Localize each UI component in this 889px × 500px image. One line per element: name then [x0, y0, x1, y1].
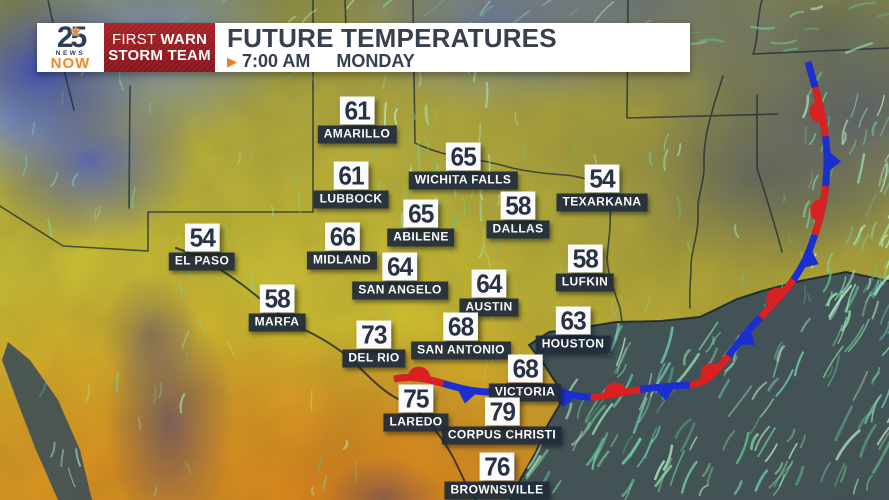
temperature-value: 54 — [184, 223, 220, 252]
temperature-value: 73 — [356, 320, 392, 349]
brand-first: FIRST — [111, 30, 157, 48]
brand-warn: WARN — [160, 30, 208, 48]
city-name: ABILENE — [387, 228, 455, 247]
temperature-value: 65 — [403, 199, 439, 228]
city-name: WICHITA FALLS — [408, 171, 518, 190]
city-label: 58 MARFA — [248, 284, 306, 332]
temperature-value: 63 — [555, 306, 591, 335]
header-banner: 25 ★ NEWS NOW FIRST WARN STORM TEAM FUTU… — [37, 20, 690, 72]
city-label: 76 BROWNSVILLE — [444, 452, 550, 500]
temperature-value: 64 — [382, 252, 418, 281]
storm-team-badge: FIRST WARN STORM TEAM — [104, 23, 215, 72]
temperature-value: 79 — [484, 397, 520, 426]
page-title: FUTURE TEMPERATURES — [227, 23, 557, 53]
city-name: LAREDO — [383, 413, 449, 432]
city-label: 68 SAN ANTONIO — [411, 312, 511, 360]
temperature-value: 65 — [445, 142, 481, 171]
city-name: LUBBOCK — [313, 190, 389, 209]
temperature-value: 66 — [324, 222, 360, 251]
city-label: 65 WICHITA FALLS — [408, 142, 518, 190]
logo-news: NEWS — [55, 49, 86, 57]
city-label: 64 AUSTIN — [459, 269, 519, 317]
city-label: 54 EL PASO — [168, 223, 236, 271]
city-label: 58 LUFKIN — [555, 244, 615, 292]
temperature-value: 68 — [443, 312, 479, 341]
temperature-value: 76 — [479, 452, 515, 481]
city-name: BROWNSVILLE — [444, 481, 550, 500]
city-name: TEXARKANA — [556, 193, 648, 212]
city-name: SAN ANTONIO — [411, 341, 511, 360]
city-label: 65 ABILENE — [387, 199, 455, 247]
city-label: 79 CORPUS CHRISTI — [441, 397, 563, 445]
city-label: 73 DEL RIO — [342, 320, 406, 368]
temperature-value: 58 — [259, 284, 295, 313]
city-name: CORPUS CHRISTI — [441, 426, 563, 445]
temperature-value: 75 — [398, 384, 434, 413]
temperature-value: 54 — [584, 164, 620, 193]
city-name: EL PASO — [168, 252, 236, 271]
logo-now: NOW — [50, 54, 91, 72]
play-icon: ▶ — [227, 54, 237, 69]
brand-line1: FIRST WARN — [111, 30, 208, 48]
city-label: 63 HOUSTON — [535, 306, 611, 354]
city-label: 75 LAREDO — [383, 384, 449, 432]
city-label: 68 VICTORIA — [488, 354, 562, 402]
city-name: DALLAS — [486, 220, 550, 239]
brand-line2: STORM TEAM — [108, 46, 211, 64]
city-name: HOUSTON — [535, 335, 611, 354]
city-label: 66 MIDLAND — [306, 222, 378, 270]
star-icon: ★ — [70, 24, 82, 39]
city-name: LUFKIN — [555, 273, 615, 292]
logo-number: 25 — [56, 20, 87, 54]
station-logo: 25 ★ NEWS NOW — [37, 20, 104, 72]
gulf-of-california-water — [2, 342, 92, 500]
front-markers — [407, 100, 842, 408]
city-label: 61 AMARILLO — [317, 96, 397, 144]
city-name: MARFA — [248, 313, 306, 332]
temperature-value: 68 — [507, 354, 543, 383]
city-name: AMARILLO — [317, 125, 397, 144]
forecast-day: MONDAY — [336, 51, 415, 71]
time-line: ▶ 7:00 AM MONDAY — [227, 52, 690, 71]
temperature-value: 58 — [500, 191, 536, 220]
city-name: SAN ANGELO — [352, 281, 448, 300]
temperature-value: 58 — [567, 244, 603, 273]
city-label: 61 LUBBOCK — [313, 161, 389, 209]
temperature-value: 61 — [333, 161, 369, 190]
city-label: 58 DALLAS — [486, 191, 550, 239]
temperature-value: 61 — [339, 96, 375, 125]
city-name: VICTORIA — [488, 383, 562, 402]
temperature-value: 64 — [471, 269, 507, 298]
city-name: MIDLAND — [306, 251, 378, 270]
city-label: 54 TEXARKANA — [556, 164, 648, 212]
city-name: AUSTIN — [459, 298, 519, 317]
city-name: DEL RIO — [342, 349, 406, 368]
forecast-time: 7:00 AM — [242, 51, 311, 71]
city-label: 64 SAN ANGELO — [352, 252, 448, 300]
title-box: FUTURE TEMPERATURES ▶ 7:00 AM MONDAY — [215, 23, 690, 72]
